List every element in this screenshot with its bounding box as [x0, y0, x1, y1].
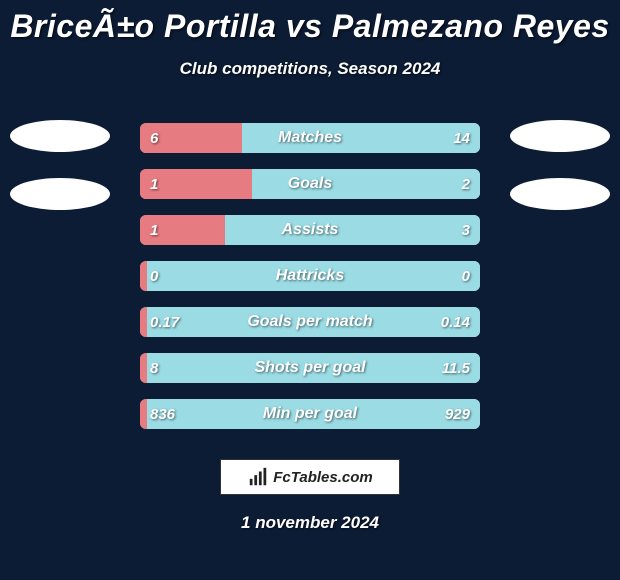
stat-bar-right — [252, 169, 480, 199]
brand-badge: FcTables.com — [220, 459, 400, 495]
stat-row: 811.5Shots per goal — [140, 353, 480, 383]
stat-bar-left — [140, 307, 147, 337]
chart-icon — [247, 466, 269, 488]
stat-row: 00Hattricks — [140, 261, 480, 291]
stat-row: 12Goals — [140, 169, 480, 199]
brand-text: FcTables.com — [273, 469, 372, 486]
left-ellipse — [10, 178, 110, 210]
stat-bar-left — [140, 123, 242, 153]
stat-row: 836929Min per goal — [140, 399, 480, 429]
right-ellipse — [510, 178, 610, 210]
stat-bar-left — [140, 353, 147, 383]
infographic-container: BriceÃ±o Portilla vs Palmezano Reyes Clu… — [0, 0, 620, 580]
left-ellipse-group — [10, 120, 110, 210]
stat-bar-left — [140, 215, 225, 245]
comparison-subtitle: Club competitions, Season 2024 — [0, 59, 620, 79]
stat-bar-right — [242, 123, 480, 153]
right-ellipse — [510, 120, 610, 152]
stat-bar-right — [147, 353, 480, 383]
stat-row: 614Matches — [140, 123, 480, 153]
stat-bar-left — [140, 399, 147, 429]
stat-row: 13Assists — [140, 215, 480, 245]
stat-bar-right — [147, 399, 480, 429]
stat-bars: 614Matches 12Goals 13Assists 00Hattricks 0.1… — [140, 123, 480, 429]
stat-bar-left — [140, 261, 147, 291]
date-label: 1 november 2024 — [0, 513, 620, 533]
right-ellipse-group — [510, 120, 610, 210]
stat-bar-right — [147, 261, 480, 291]
comparison-title: BriceÃ±o Portilla vs Palmezano Reyes — [0, 8, 620, 45]
stat-bar-right — [225, 215, 480, 245]
stat-row: 0.170.14Goals per match — [140, 307, 480, 337]
left-ellipse — [10, 120, 110, 152]
stat-bar-left — [140, 169, 252, 199]
stat-bar-right — [147, 307, 480, 337]
